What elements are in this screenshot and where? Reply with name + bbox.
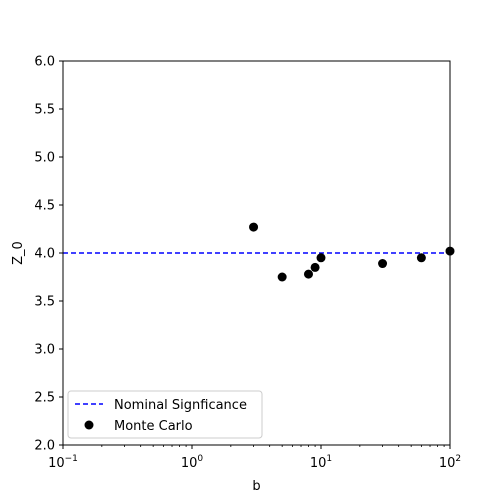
monte-carlo-point xyxy=(416,253,426,263)
y-tick-label: 2.5 xyxy=(34,391,55,406)
legend-box xyxy=(67,390,263,439)
monte-carlo-point xyxy=(303,269,313,279)
x-tick-label: 101 xyxy=(310,454,332,471)
legend-label-monte-carlo: Monte Carlo xyxy=(114,419,193,434)
monte-carlo-point xyxy=(378,259,388,269)
y-tick-label: 6.0 xyxy=(34,55,55,70)
y-tick-label: 4.0 xyxy=(34,247,55,262)
monte-carlo-point xyxy=(316,253,326,263)
monte-carlo-point xyxy=(310,262,320,272)
y-tick-label: 3.5 xyxy=(34,295,55,310)
legend: Nominal Signficance Monte Carlo xyxy=(67,390,263,439)
y-axis-label: Z_0 xyxy=(11,241,26,265)
legend-label-nominal: Nominal Signficance xyxy=(114,398,247,413)
y-tick-label: 4.5 xyxy=(34,199,55,214)
y-tick-label: 5.5 xyxy=(34,103,55,118)
y-tick-label: 3.0 xyxy=(34,343,55,358)
monte-carlo-point xyxy=(277,272,287,282)
y-tick-label: 2.0 xyxy=(34,439,55,454)
y-tick-label: 5.0 xyxy=(34,151,55,166)
x-axis-label: b xyxy=(252,479,260,494)
legend-dot-swatch xyxy=(84,420,94,430)
x-tick-label: 100 xyxy=(181,454,204,471)
monte-carlo-point xyxy=(249,222,259,232)
x-tick-label: 102 xyxy=(439,454,461,471)
x-tick-label: 10−1 xyxy=(48,454,78,471)
